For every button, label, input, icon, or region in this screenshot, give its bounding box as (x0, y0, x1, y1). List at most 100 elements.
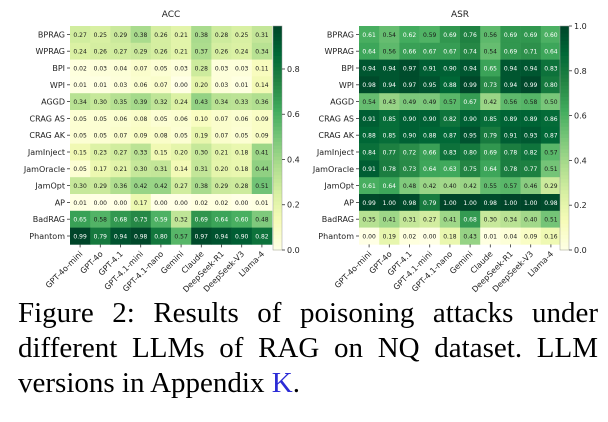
heatmap-cell (251, 110, 273, 128)
heatmap-cell (500, 59, 521, 77)
colorbar-tick-label: 0.8 (287, 65, 300, 74)
heatmap-cell (379, 42, 400, 60)
heatmap-cell (191, 143, 212, 161)
colorbar-segment (273, 82, 282, 87)
heatmap-cell (520, 42, 542, 60)
heatmap-cell (251, 194, 273, 212)
cell-value-label: 0.28 (215, 32, 229, 39)
colorbar-segment (273, 246, 282, 251)
colorbar-tick-label: 0.0 (287, 246, 300, 255)
heatmap-cell (211, 93, 232, 111)
colorbar-segment (273, 74, 282, 79)
cell-value-label: 0.65 (73, 217, 87, 224)
cell-value-label: 0.54 (362, 99, 376, 106)
colorbar-segment (273, 26, 282, 31)
heatmap-cell (399, 42, 420, 60)
heatmap-cell (439, 93, 461, 111)
heatmap-cell (540, 143, 562, 161)
cell-value-label: 0.93 (524, 133, 538, 140)
colorbar-segment (560, 164, 569, 169)
colorbar-segment (273, 123, 282, 128)
heatmap-cell (70, 210, 91, 228)
heatmap-cell (191, 110, 212, 128)
colorbar-segment (560, 208, 569, 214)
cell-value-label: 0.34 (255, 49, 269, 56)
appendix-link[interactable]: K (271, 367, 293, 399)
row-label: CRAG AS (319, 114, 354, 123)
cell-value-label: 0.77 (524, 166, 538, 173)
cell-value-label: 0.57 (443, 99, 457, 106)
heatmap-cell (460, 110, 481, 128)
heatmap-cell (171, 143, 192, 161)
heatmap-cell (460, 194, 481, 212)
heatmap-cell (520, 59, 542, 77)
colorbar-segment (560, 167, 569, 173)
heatmap-cell (211, 26, 232, 44)
cell-value-label: 0.90 (443, 65, 457, 72)
cell-value-label: 0.41 (255, 149, 269, 156)
cell-value-label: 0.94 (383, 82, 397, 89)
cell-value-label: 0.66 (403, 49, 417, 56)
row-label: AGGD (330, 98, 354, 107)
heatmap-cell (399, 126, 420, 144)
heatmap-cell (480, 177, 501, 195)
cell-value-label: 0.32 (174, 217, 188, 224)
cell-value-label: 0.78 (504, 149, 518, 156)
cell-value-label: 0.49 (403, 99, 417, 106)
heatmap-cell (231, 59, 253, 77)
heatmap-cell (480, 194, 501, 212)
heatmap-cell (70, 227, 91, 245)
cell-value-label: 0.86 (544, 116, 558, 123)
heatmap-cell (191, 126, 212, 144)
heatmap-cell (150, 76, 172, 94)
cell-value-label: 0.19 (195, 133, 209, 140)
cell-value-label: 0.27 (114, 149, 128, 156)
cell-value-label: 1.00 (463, 200, 477, 207)
colorbar-segment (560, 119, 569, 124)
heatmap-cell (191, 210, 212, 228)
cell-value-label: 0.71 (524, 49, 538, 56)
heatmap-cell (231, 160, 253, 178)
cell-value-label: 0.60 (235, 217, 249, 224)
colorbar-segment (273, 52, 282, 57)
heatmap-cell (231, 143, 253, 161)
heatmap-cell (439, 227, 461, 245)
cell-value-label: 0.82 (255, 233, 269, 240)
cell-value-label: 0.03 (215, 65, 229, 72)
cell-value-label: 0.87 (544, 133, 558, 140)
colorbar-segment (560, 227, 569, 232)
cell-value-label: 0.85 (484, 116, 498, 123)
heatmap-cell (150, 126, 172, 144)
colorbar-segment (560, 141, 569, 146)
heatmap-cell (211, 227, 232, 245)
cell-value-label: 0.64 (383, 183, 397, 190)
colorbar-segment (560, 89, 569, 94)
colorbar-segment (273, 205, 282, 210)
heatmap-cell (231, 210, 253, 228)
cell-value-label: 0.03 (94, 65, 108, 72)
cell-value-label: 0.27 (73, 32, 87, 39)
cell-value-label: 0.15 (154, 149, 168, 156)
colorbar-segment (273, 100, 282, 105)
heatmap-cell (540, 160, 562, 178)
heatmap-cell (191, 160, 212, 178)
heatmap-cell (70, 26, 91, 44)
heatmap-cell (90, 194, 111, 212)
heatmap-cell (130, 110, 152, 128)
cell-value-label: 0.75 (463, 166, 477, 173)
heatmap-cell (359, 76, 380, 94)
heatmap-cell (211, 194, 232, 212)
heatmap-cell (379, 76, 400, 94)
heatmap-cell (520, 26, 542, 44)
cell-value-label: 0.03 (235, 65, 249, 72)
cell-value-label: 0.54 (484, 49, 498, 56)
heatmap-cell (251, 59, 273, 77)
cell-value-label: 0.30 (484, 217, 498, 224)
cell-value-label: 0.69 (504, 32, 518, 39)
cell-value-label: 0.14 (174, 166, 188, 173)
heatmap-cell (70, 177, 91, 195)
cell-value-label: 0.42 (134, 183, 148, 190)
heatmap-cell (480, 59, 501, 77)
cell-value-label: 0.90 (403, 116, 417, 123)
colorbar-segment (560, 37, 569, 42)
